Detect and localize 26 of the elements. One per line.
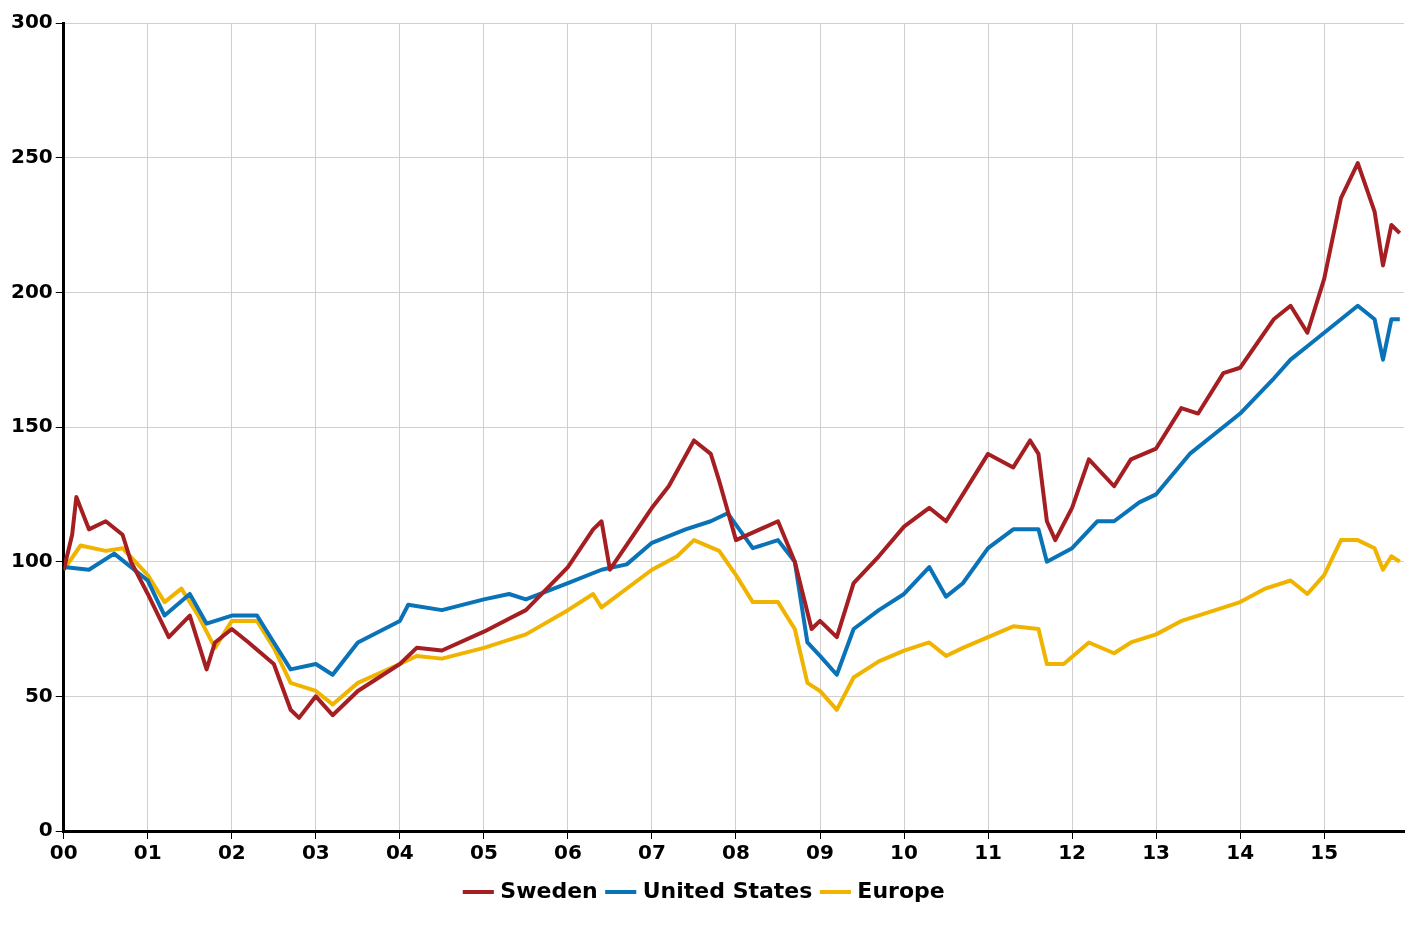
x-tick-label: 02 [217, 840, 246, 865]
y-tick-label: 50 [24, 682, 53, 707]
x-tick-label: 06 [554, 840, 582, 865]
x-tick-label: 07 [638, 840, 666, 865]
y-tick-label: 300 [11, 9, 53, 34]
x-tick-label: 01 [133, 840, 162, 865]
x-tick-label: 11 [974, 840, 1002, 865]
y-tick-label: 250 [11, 143, 53, 168]
legend-label: United States [642, 877, 813, 903]
y-tick-label: 150 [11, 413, 53, 438]
x-tick-label: 15 [1310, 840, 1339, 865]
legend-label: Sweden [500, 877, 598, 903]
y-tick-label: 100 [11, 547, 53, 572]
legend-label: Europe [857, 877, 945, 903]
x-tick-label: 12 [1058, 840, 1087, 865]
y-tick-label: 0 [38, 817, 53, 842]
x-tick-label: 00 [49, 840, 78, 865]
x-tick-label: 08 [722, 840, 750, 865]
x-tick-label: 03 [301, 840, 330, 865]
x-tick-label: 04 [385, 840, 414, 865]
x-tick-label: 10 [890, 840, 918, 865]
x-tick-label: 09 [806, 840, 834, 865]
x-tick-label: 05 [469, 840, 498, 865]
y-tick-label: 200 [11, 278, 53, 303]
x-tick-label: 14 [1226, 840, 1255, 865]
x-tick-label: 13 [1142, 840, 1171, 865]
